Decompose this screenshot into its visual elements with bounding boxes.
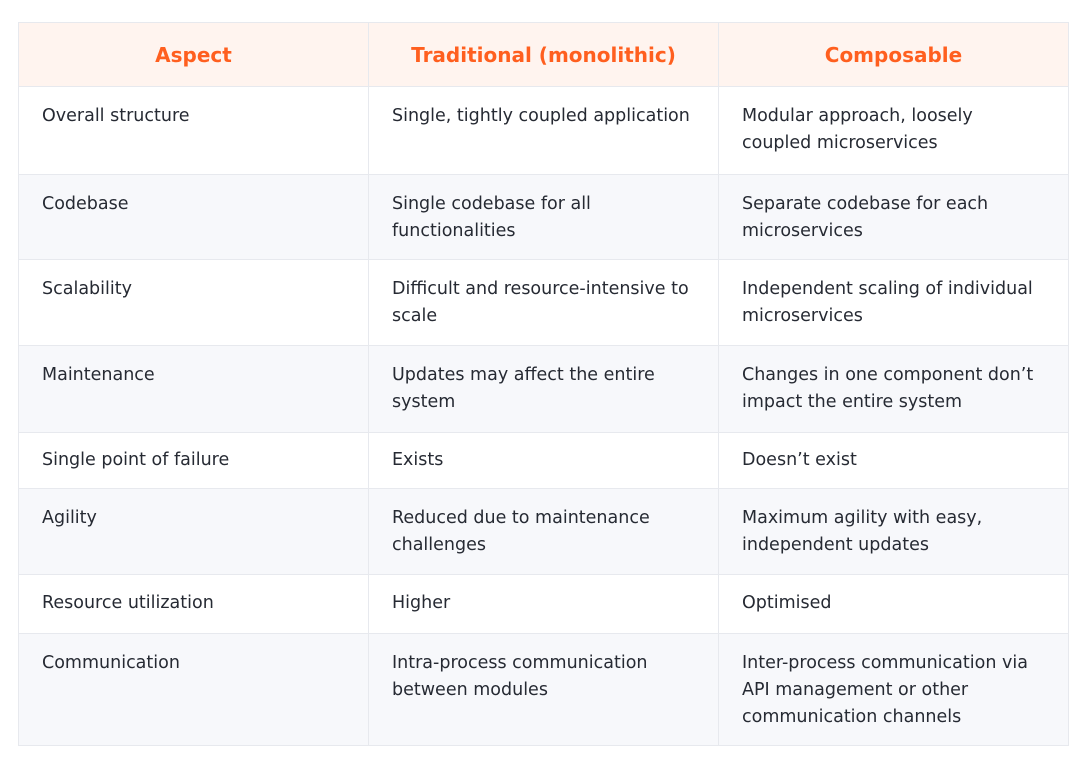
table-row-codebase: Codebase Single codebase for all functio… <box>18 174 1069 260</box>
table-row-maintenance: Maintenance Updates may affect the entir… <box>18 345 1069 433</box>
table-row-overall-structure: Overall structure Single, tightly couple… <box>18 86 1069 175</box>
cell-traditional: Difficult and resource-intensive to scal… <box>368 259 719 346</box>
header-aspect: Aspect <box>18 22 369 87</box>
cell-traditional: Reduced due to maintenance challenges <box>368 488 719 575</box>
cell-aspect: Communication <box>18 633 369 746</box>
comparison-table: Aspect Traditional (monolithic) Composab… <box>18 22 1069 746</box>
table-row-resource-utilization: Resource utilization Higher Optimised <box>18 574 1069 634</box>
header-composable: Composable <box>718 22 1069 87</box>
cell-traditional: Intra-process communication between modu… <box>368 633 719 746</box>
cell-composable: Maximum agility with easy, independent u… <box>718 488 1069 575</box>
table-row-agility: Agility Reduced due to maintenance chall… <box>18 488 1069 575</box>
cell-composable: Optimised <box>718 574 1069 634</box>
cell-composable: Changes in one component don’t impact th… <box>718 345 1069 433</box>
table-row-scalability: Scalability Difficult and resource-inten… <box>18 259 1069 346</box>
table-row-single-point-of-failure: Single point of failure Exists Doesn’t e… <box>18 432 1069 489</box>
cell-composable: Independent scaling of individual micros… <box>718 259 1069 346</box>
cell-aspect: Overall structure <box>18 86 369 175</box>
cell-aspect: Scalability <box>18 259 369 346</box>
cell-composable: Inter-process communication via API mana… <box>718 633 1069 746</box>
cell-composable: Separate codebase for each microservices <box>718 174 1069 260</box>
table-row-communication: Communication Intra-process communicatio… <box>18 633 1069 746</box>
cell-aspect: Single point of failure <box>18 432 369 489</box>
cell-traditional: Exists <box>368 432 719 489</box>
cell-traditional: Single, tightly coupled application <box>368 86 719 175</box>
cell-traditional: Single codebase for all functionalities <box>368 174 719 260</box>
comparison-table-container: Aspect Traditional (monolithic) Composab… <box>18 22 1069 746</box>
cell-aspect: Maintenance <box>18 345 369 433</box>
table-body: Overall structure Single, tightly couple… <box>18 86 1069 746</box>
header-row: Aspect Traditional (monolithic) Composab… <box>18 22 1069 87</box>
cell-aspect: Resource utilization <box>18 574 369 634</box>
cell-traditional: Higher <box>368 574 719 634</box>
cell-composable: Doesn’t exist <box>718 432 1069 489</box>
cell-traditional: Updates may affect the entire system <box>368 345 719 433</box>
cell-aspect: Agility <box>18 488 369 575</box>
table-header: Aspect Traditional (monolithic) Composab… <box>18 22 1069 87</box>
header-traditional: Traditional (monolithic) <box>368 22 719 87</box>
cell-aspect: Codebase <box>18 174 369 260</box>
cell-composable: Modular approach, loosely coupled micros… <box>718 86 1069 175</box>
